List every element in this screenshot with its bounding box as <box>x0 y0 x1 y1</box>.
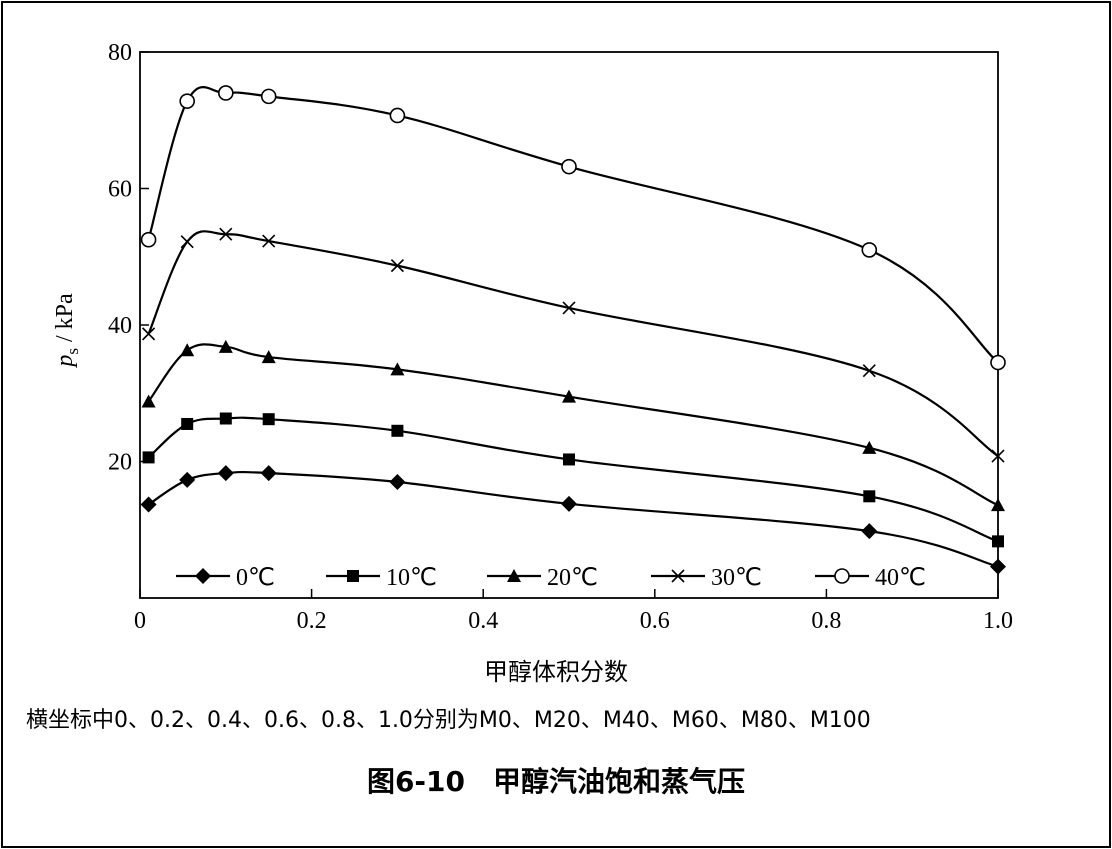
data-point-diamond <box>260 465 277 482</box>
data-point-square <box>219 412 232 425</box>
data-point-triangle <box>180 343 195 357</box>
x-tick-label: 0.8 <box>811 608 841 634</box>
plot-area-border <box>139 51 999 599</box>
data-point-circle <box>561 158 577 175</box>
data-point-triangle <box>218 339 233 353</box>
data-point-circle <box>389 107 406 124</box>
data-point-diamond <box>179 471 196 488</box>
y-tick-label: 20 <box>108 450 132 476</box>
data-point-square <box>863 490 876 503</box>
data-point-triangle <box>862 440 877 454</box>
y-tick-label: 60 <box>108 177 132 203</box>
x-tick-label: 0 <box>134 608 146 634</box>
figure-caption: 图6-10 甲醇汽油饱和蒸气压 <box>366 765 746 798</box>
legend-marker-x <box>671 569 685 583</box>
data-point-square <box>992 535 1004 548</box>
data-point-square <box>262 413 275 426</box>
legend-label: 20℃ <box>547 565 598 591</box>
data-point-triangle <box>991 498 1005 512</box>
legend-label: 40℃ <box>875 565 926 591</box>
data-point-triangle <box>141 394 156 408</box>
data-point-triangle <box>261 350 276 364</box>
data-point-diamond <box>561 495 577 512</box>
data-point-x <box>562 301 576 315</box>
data-point-circle <box>218 85 234 101</box>
data-point-x <box>390 259 404 273</box>
x-tick-label: 0.2 <box>297 608 327 634</box>
series-line <box>147 86 999 364</box>
y-tick-label: 40 <box>108 313 132 339</box>
legend-marker-circle <box>834 568 850 584</box>
data-point-x <box>180 235 194 249</box>
data-point-circle <box>990 354 1006 371</box>
series-line <box>147 416 999 543</box>
x-tick-label: 0.6 <box>640 608 670 634</box>
data-point-x <box>862 364 876 378</box>
y-axis-label: ps / kPa <box>52 293 82 369</box>
legend-label: 30℃ <box>711 565 762 591</box>
legend-label: 10℃ <box>386 565 437 591</box>
data-point-x <box>142 327 156 341</box>
series-line <box>147 470 999 568</box>
legend-marker-diamond <box>195 568 211 584</box>
data-point-diamond <box>217 465 234 482</box>
line-chart: 0 0.2 0.4 0.6 0.8 1.0 20 40 60 80 ps / kPa 0℃ 10℃ 20℃… <box>52 40 1013 634</box>
data-point-square <box>181 417 194 430</box>
axis-note: 横坐标中0、0.2、0.4、0.6、0.8、1.0分别为M0、M20、M40、M… <box>26 708 871 733</box>
legend-marker-triangle <box>507 569 521 582</box>
legend-label: 0℃ <box>236 565 275 591</box>
y-tick-label: 80 <box>108 40 132 66</box>
data-point-circle <box>260 88 277 105</box>
legend-marker-square <box>347 570 359 582</box>
data-point-x <box>219 227 233 241</box>
series-line <box>147 230 999 457</box>
data-point-triangle <box>390 362 405 376</box>
data-point-square <box>391 424 404 437</box>
data-point-circle <box>179 93 195 109</box>
x-tick-label: 1.0 <box>983 608 1013 634</box>
data-point-square <box>142 451 155 464</box>
x-axis-label: 甲醇体积分数 <box>484 658 628 686</box>
data-point-square <box>563 453 575 466</box>
data-point-diamond <box>140 496 157 513</box>
data-point-diamond <box>389 473 406 490</box>
data-point-circle <box>140 231 157 248</box>
data-point-circle <box>861 242 878 258</box>
x-tick-label: 0.4 <box>468 608 498 634</box>
data-point-diamond <box>990 558 1006 575</box>
data-point-triangle <box>562 389 576 403</box>
data-point-x <box>991 449 1005 463</box>
data-point-x <box>262 234 276 248</box>
data-point-diamond <box>861 523 878 540</box>
